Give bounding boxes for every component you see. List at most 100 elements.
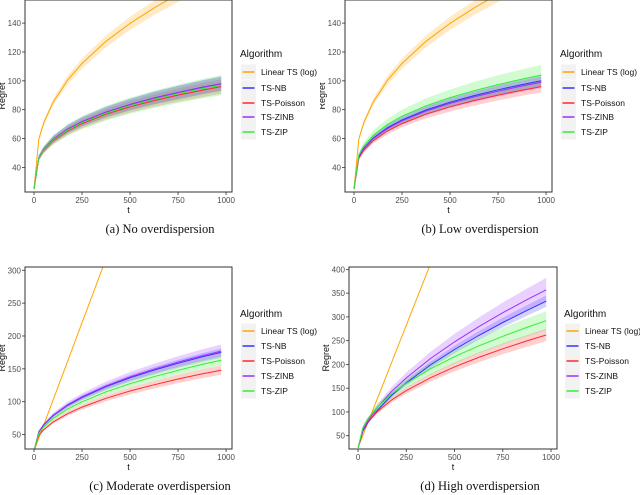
y-tick-label: 40 bbox=[12, 163, 21, 172]
legend-label: Linear TS (log) bbox=[261, 67, 317, 77]
y-axis-label: Regret bbox=[0, 344, 7, 372]
plot-area bbox=[33, 0, 222, 190]
legend-label: Linear TS (log) bbox=[581, 67, 637, 77]
x-tick-label: 500 bbox=[123, 453, 137, 462]
ci-band-ts-zip bbox=[354, 65, 542, 190]
y-axis-label: Regret bbox=[0, 82, 7, 110]
plot-border bbox=[344, 0, 553, 193]
series-line-ts-poisson bbox=[353, 86, 542, 190]
x-tick-label: 250 bbox=[75, 196, 89, 205]
panel-c: 50 100 150 200 250 300 0 250 500 750 1000 t Regret Al… bbox=[0, 250, 320, 495]
y-tick-label: 100 bbox=[8, 77, 22, 86]
legend-label: TS-ZIP bbox=[261, 386, 288, 396]
x-tick-label: 750 bbox=[496, 453, 510, 462]
x-tick-label: 1000 bbox=[217, 196, 235, 205]
plot-border bbox=[24, 0, 233, 193]
y-tick-label: 300 bbox=[332, 313, 346, 322]
chart-a: 40 60 80 100 120 140 0 250 500 750 1000 t Regret Algo… bbox=[0, 0, 317, 215]
legend-label: TS-NB bbox=[261, 341, 287, 351]
legend-title: Algorithm bbox=[240, 309, 282, 320]
x-tick-label: 0 bbox=[356, 453, 361, 462]
series-line-ts-zinb bbox=[357, 289, 547, 448]
series-line-ts-poisson bbox=[34, 369, 222, 449]
y-tick-label: 50 bbox=[12, 431, 21, 440]
legend-title: Algorithm bbox=[564, 309, 606, 320]
series-line-ts-zinb bbox=[353, 81, 542, 190]
legend-label: Linear TS (log) bbox=[585, 326, 640, 336]
y-tick-label: 150 bbox=[8, 365, 22, 374]
ci-band-ts-poisson bbox=[354, 80, 542, 190]
legend-label: TS-ZIP bbox=[261, 127, 288, 137]
series-line-ts-zip bbox=[357, 320, 547, 448]
series-line-ts-zinb bbox=[33, 350, 222, 449]
plot-area bbox=[353, 0, 542, 190]
ci-band-ts-zip bbox=[34, 355, 222, 449]
ci-band-ts-zinb bbox=[358, 277, 547, 448]
legend-label: TS-ZINB bbox=[261, 371, 294, 381]
legend-label: TS-Poisson bbox=[581, 98, 625, 108]
x-tick-label: 0 bbox=[32, 453, 37, 462]
x-tick-label: 0 bbox=[352, 196, 357, 205]
y-tick-label: 200 bbox=[332, 360, 346, 369]
y-tick-label: 40 bbox=[332, 163, 341, 172]
plot-area bbox=[33, 267, 222, 449]
x-axis-label: t bbox=[452, 462, 455, 472]
ci-band-linear-ts-log- bbox=[354, 0, 502, 190]
y-tick-label: 100 bbox=[328, 77, 342, 86]
legend-label: Linear TS (log) bbox=[261, 326, 317, 336]
plot-border bbox=[24, 266, 233, 450]
legend-label: TS-NB bbox=[585, 341, 611, 351]
legend-label: TS-Poisson bbox=[261, 356, 305, 366]
y-axis-label: Regret bbox=[320, 82, 327, 110]
plot-area bbox=[357, 267, 547, 448]
y-tick-label: 100 bbox=[332, 408, 346, 417]
series-line-linear-ts-log- bbox=[34, 267, 104, 449]
x-axis-label: t bbox=[447, 205, 450, 215]
y-tick-label: 250 bbox=[8, 299, 22, 308]
series-line-ts-zip bbox=[33, 84, 222, 190]
y-tick-label: 300 bbox=[8, 266, 22, 275]
y-tick-label: 140 bbox=[8, 19, 22, 28]
y-tick-label: 250 bbox=[332, 337, 346, 346]
series-line-ts-nb bbox=[357, 300, 547, 448]
y-tick-label: 400 bbox=[332, 265, 346, 274]
legend-label: TS-ZINB bbox=[585, 371, 618, 381]
caption-c: (c) Moderate overdispersion bbox=[89, 479, 231, 493]
x-tick-label: 250 bbox=[395, 196, 409, 205]
caption-d: (d) High overdispersion bbox=[420, 479, 540, 493]
y-tick-label: 150 bbox=[332, 384, 346, 393]
legend-label: TS-ZIP bbox=[581, 127, 608, 137]
y-tick-label: 50 bbox=[336, 432, 345, 441]
panel-a: 40 60 80 100 120 140 0 250 500 750 1000 t Regret Algo… bbox=[0, 0, 320, 245]
ci-band-ts-zinb bbox=[354, 76, 542, 190]
x-tick-label: 0 bbox=[32, 196, 37, 205]
y-axis-label: Regret bbox=[321, 344, 331, 372]
ci-band-ts-zip bbox=[358, 311, 547, 448]
y-tick-label: 60 bbox=[12, 135, 21, 144]
y-tick-label: 120 bbox=[328, 48, 342, 57]
x-tick-label: 750 bbox=[171, 196, 185, 205]
legend-title: Algorithm bbox=[560, 49, 602, 60]
legend-label: TS-ZIP bbox=[585, 386, 612, 396]
legend-label: TS-Poisson bbox=[585, 356, 629, 366]
y-tick-label: 200 bbox=[8, 332, 22, 341]
x-tick-label: 250 bbox=[75, 453, 89, 462]
ci-band-ts-nb bbox=[354, 75, 542, 190]
ci-band-linear-ts-log- bbox=[34, 0, 182, 190]
ci-band-ts-nb bbox=[34, 348, 222, 449]
series-line-linear-ts-log- bbox=[353, 0, 489, 190]
panel-b: 40 60 80 100 120 140 0 250 500 750 1000 t Regret Algo… bbox=[320, 0, 640, 245]
series-line-linear-ts-log- bbox=[33, 0, 169, 190]
x-tick-label: 500 bbox=[443, 196, 457, 205]
series-line-ts-zip bbox=[353, 74, 542, 190]
chart-c: 50 100 150 200 250 300 0 250 500 750 1000 t Regret Al… bbox=[0, 266, 317, 472]
x-axis-label: t bbox=[127, 205, 130, 215]
legend-label: TS-ZINB bbox=[261, 112, 294, 122]
ci-band-linear-ts-log- bbox=[34, 267, 104, 449]
y-tick-label: 140 bbox=[328, 19, 342, 28]
y-tick-label: 100 bbox=[8, 398, 22, 407]
legend-label: TS-NB bbox=[261, 83, 287, 93]
x-tick-label: 1000 bbox=[542, 453, 560, 462]
legend-title: Algorithm bbox=[240, 49, 282, 60]
ci-band-ts-zinb bbox=[34, 344, 222, 449]
